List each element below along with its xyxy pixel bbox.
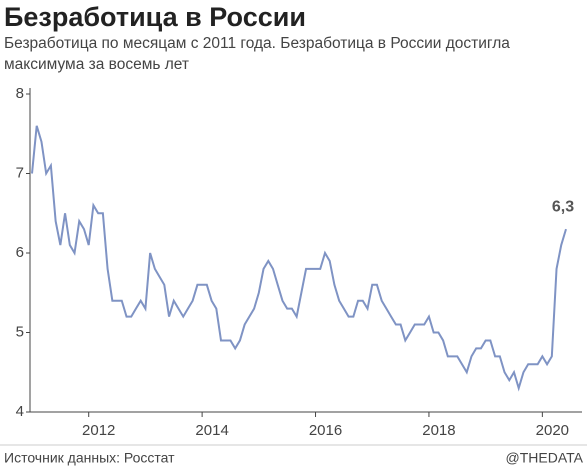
- x-tick-label: 2016: [309, 422, 342, 439]
- y-tick-label: 6: [16, 244, 24, 261]
- y-tick-label: 8: [16, 85, 24, 102]
- y-tick-label: 5: [16, 323, 24, 340]
- source: Источник данных: Росстат: [4, 450, 175, 466]
- subtitle: Безработица по месяцам с 2011 года. Безр…: [4, 35, 510, 52]
- credit: @THEDATA: [506, 450, 584, 466]
- subtitle: максимума за восемь лет: [4, 56, 189, 73]
- line: [31, 125, 567, 392]
- x-tick-label: 2020: [536, 422, 569, 439]
- value-label: 6,3: [552, 198, 574, 215]
- y-tick-label: 4: [16, 403, 24, 420]
- chart-title: Безработица в России: [4, 2, 306, 32]
- x-tick-label: 2014: [195, 422, 228, 439]
- y-tick-label: 7: [16, 164, 24, 181]
- x-tick-label: 2018: [422, 422, 455, 439]
- x-tick-label: 2012: [82, 422, 115, 439]
